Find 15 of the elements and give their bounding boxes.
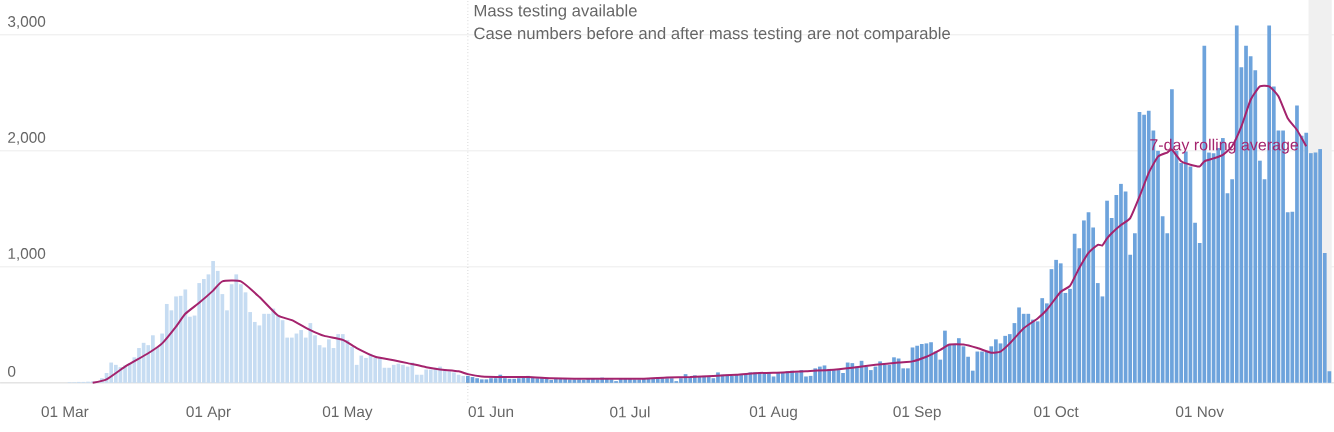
ref-line-label: Mass testing available (474, 4, 637, 20)
y-tick-label: 1,000 (8, 248, 46, 261)
x-tick-label: 01 Oct (1034, 406, 1079, 417)
y-tick-label: 2,000 (8, 132, 46, 145)
x-tick-label: 01 May (322, 406, 373, 421)
x-tick-label: 01 Aug (749, 406, 797, 421)
x-tick-label: 01 Nov (1176, 406, 1224, 417)
x-tick-label: 01 Jul (610, 406, 650, 418)
x-tick-label: 01 Apr (186, 406, 231, 421)
annotation: Case numbers before and after mass testing are not comparable (474, 26, 950, 43)
y-tick-label: 0 (8, 365, 16, 377)
x-tick-label: 01 Mar (41, 406, 89, 417)
x-tick-label: 01 Sep (893, 406, 941, 421)
x-tick-label: 01 Jun (468, 406, 514, 417)
y-tick-label: 3,000 (7, 15, 46, 29)
